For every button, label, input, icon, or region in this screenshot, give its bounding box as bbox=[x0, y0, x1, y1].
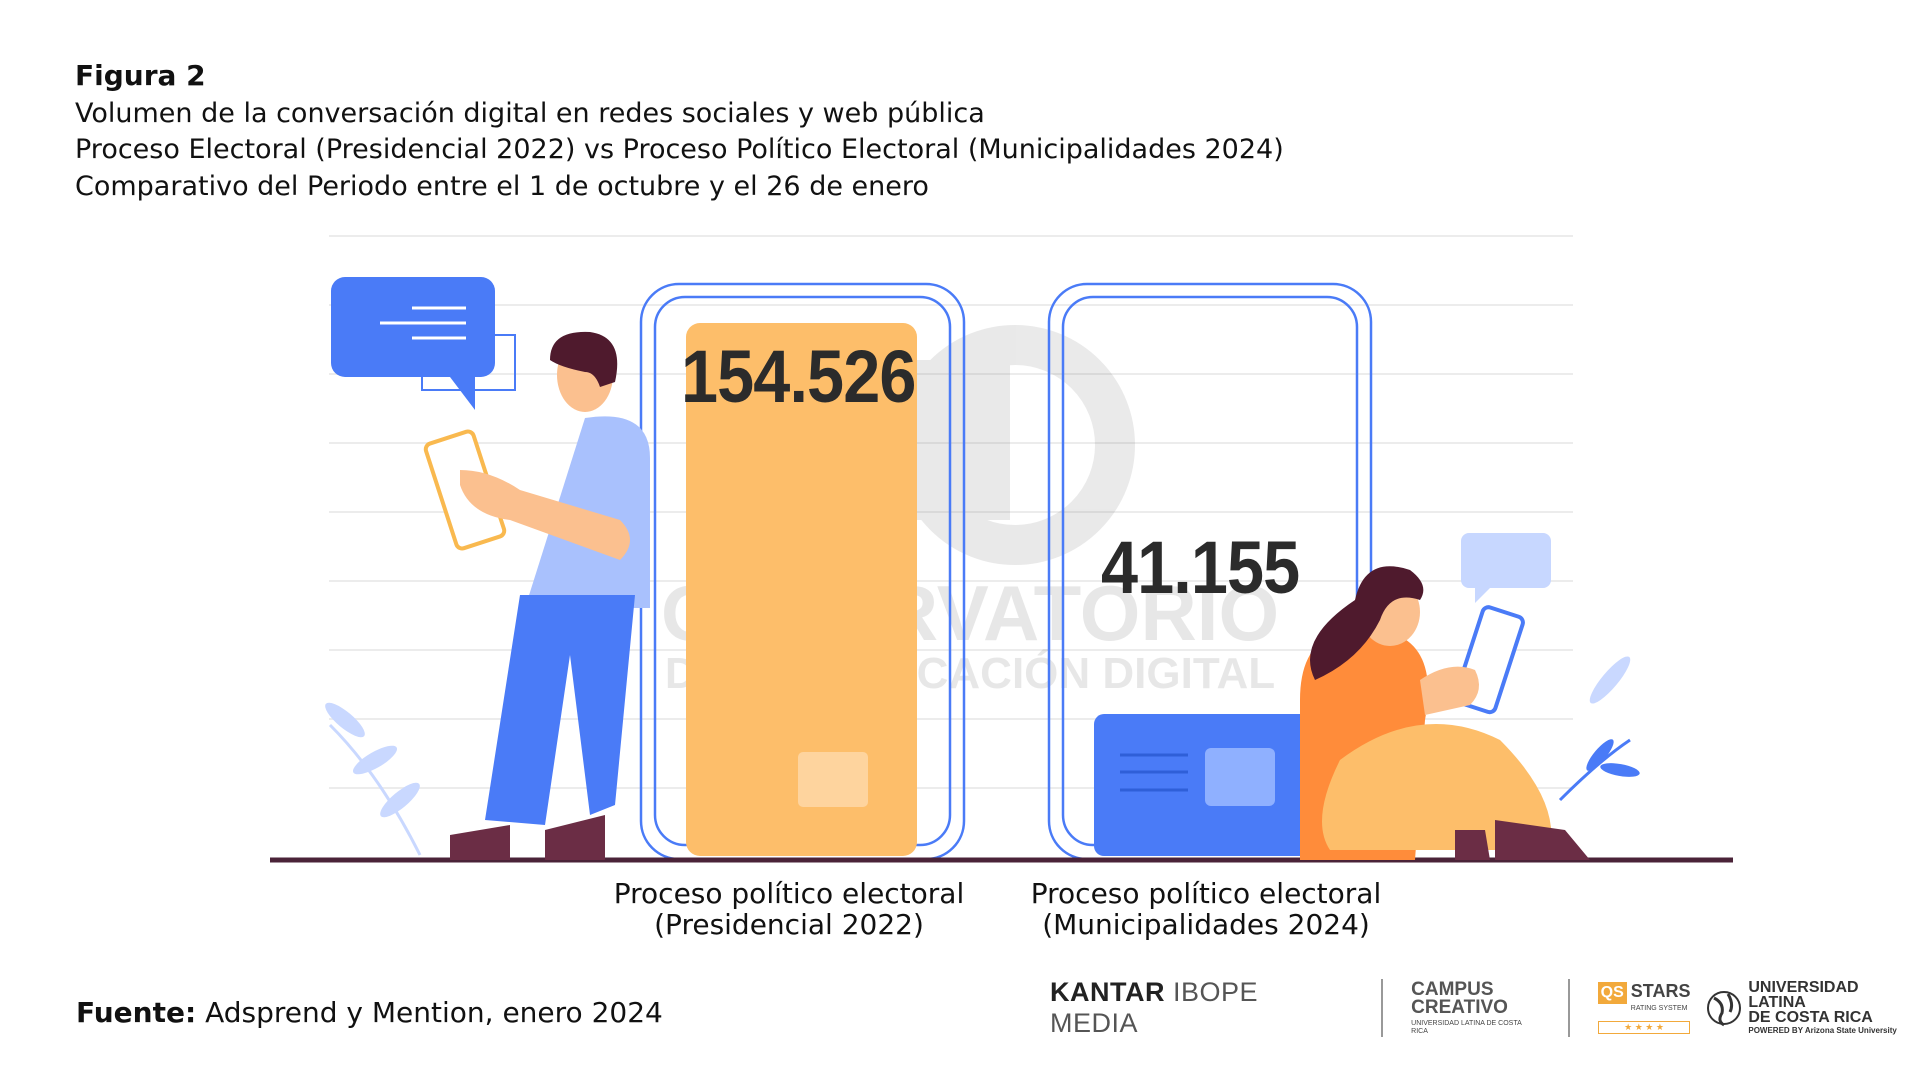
leaf-decoration-right bbox=[1558, 656, 1640, 802]
kantar-logo: KANTAR IBOPE MEDIA bbox=[1050, 977, 1259, 1038]
value-label-municipalidades-2024: 41.155 bbox=[1101, 526, 1300, 609]
small-bubble-icon bbox=[1461, 533, 1551, 588]
title-line-2: Proceso Electoral (Presidencial 2022) vs… bbox=[75, 134, 1284, 165]
category-label-line: Proceso político electoral bbox=[1030, 877, 1382, 910]
logo-strip: KANTAR IBOPE MEDIA CAMPUS CREATIVO UNIVER… bbox=[1050, 977, 1920, 1038]
value-label-presidencial-2022: 154.526 bbox=[681, 335, 916, 418]
source-label: Fuente: bbox=[76, 996, 197, 1029]
figure-label: Figura 2 bbox=[75, 59, 206, 92]
category-label-municipalidades-2024: Proceso político electoral (Municipalida… bbox=[996, 878, 1416, 940]
category-label-line: (Presidencial 2022) bbox=[654, 908, 924, 941]
woman-illustration bbox=[1300, 533, 1590, 860]
bar-presidencial-2022 bbox=[686, 323, 917, 856]
card-lines-icon bbox=[1120, 753, 1188, 792]
speech-bubble-icon bbox=[331, 277, 495, 377]
campus-creativo-logo: CAMPUS CREATIVO UNIVERSIDAD LATINA DE COS… bbox=[1411, 978, 1522, 1035]
man-illustration bbox=[331, 277, 650, 860]
figure-header: Figura 2 Volumen de la conversación digi… bbox=[75, 58, 1284, 205]
globe-icon bbox=[1707, 991, 1742, 1027]
source-text: Adsprend y Mention, enero 2024 bbox=[205, 996, 663, 1029]
ulatina-logo: UNIVERSIDAD LATINA DE COSTA RICA POWERED B… bbox=[1706, 979, 1920, 1037]
category-label-presidencial-2022: Proceso político electoral (Presidencial… bbox=[579, 878, 999, 940]
title-line-3: Comparativo del Periodo entre el 1 de oc… bbox=[75, 170, 929, 202]
title-line-1: Volumen de la conversación digital en re… bbox=[75, 97, 985, 129]
category-label-line: Proceso político electoral bbox=[613, 877, 965, 910]
card-chip-icon bbox=[1205, 748, 1275, 806]
logo-divider bbox=[1567, 979, 1570, 1037]
qs-stars-logo: QS STARS RATING SYSTEM ★ ★ ★ ★ bbox=[1597, 982, 1691, 1034]
leaf-decoration-left bbox=[325, 702, 422, 856]
category-label-line: (Municipalidades 2024) bbox=[1042, 908, 1370, 941]
source-note: Fuente: Adsprend y Mention, enero 2024 bbox=[76, 996, 663, 1029]
logo-divider bbox=[1381, 979, 1384, 1037]
bar-card-icon bbox=[798, 752, 868, 807]
